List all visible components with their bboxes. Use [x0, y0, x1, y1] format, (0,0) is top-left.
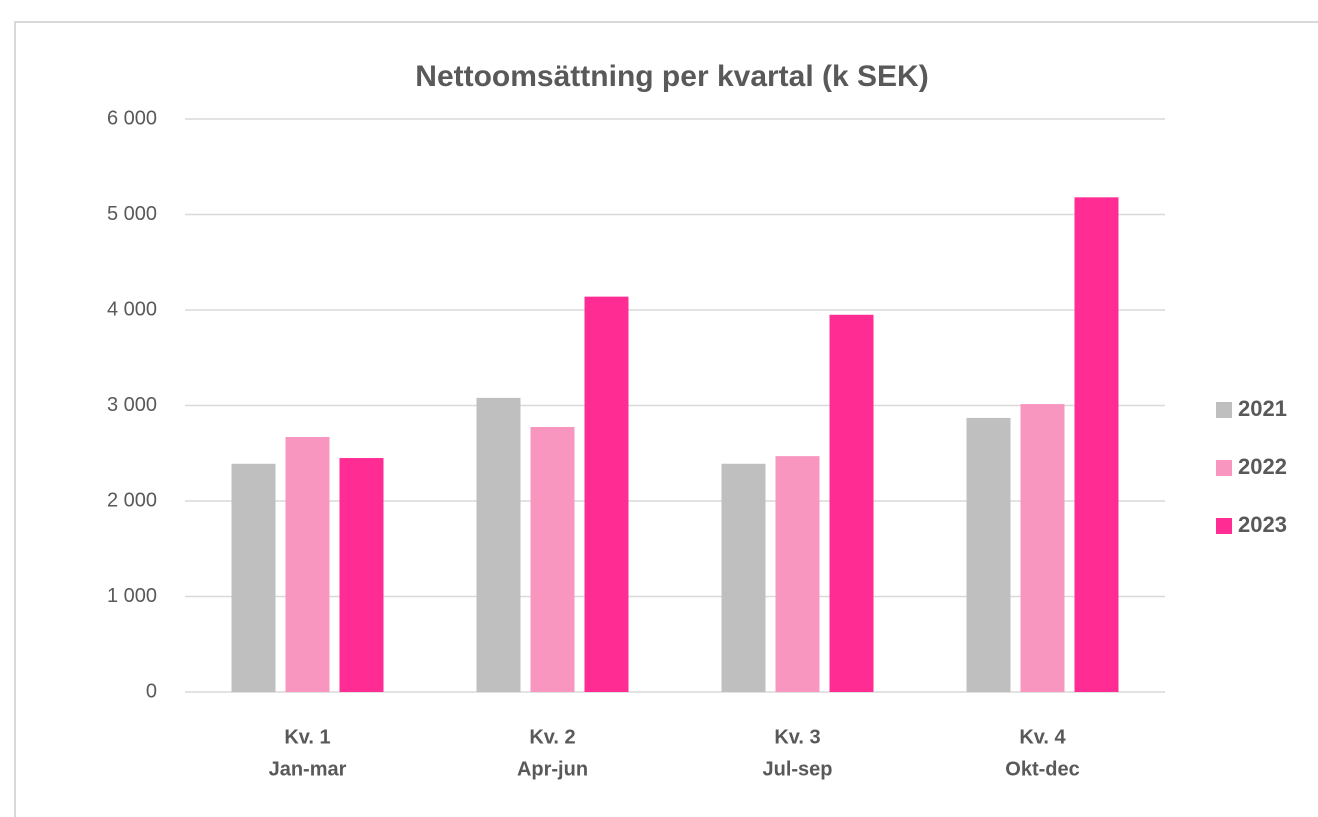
legend-swatch: [1216, 460, 1232, 476]
bar: [476, 397, 521, 692]
y-tick-label: 3 000: [107, 394, 157, 416]
y-tick-label: 2 000: [107, 489, 157, 511]
bar: [966, 417, 1011, 692]
x-tick-label: Apr-jun: [517, 758, 588, 780]
y-tick-label: 4 000: [107, 298, 157, 320]
bar: [285, 437, 330, 692]
chart-frame: [14, 21, 1318, 817]
bar: [231, 463, 276, 692]
legend-swatch: [1216, 518, 1232, 534]
x-tick-label: Kv. 3: [774, 726, 820, 748]
y-tick-label: 0: [146, 680, 157, 702]
x-tick-label: Kv. 4: [1019, 726, 1066, 748]
x-tick-label: Kv. 2: [529, 726, 575, 748]
y-tick-label: 1 000: [107, 585, 157, 607]
legend-label: 2022: [1238, 454, 1287, 479]
bar: [1020, 404, 1065, 692]
chart-title: Nettoomsättning per kvartal (k SEK): [415, 60, 928, 93]
bar: [721, 463, 766, 692]
x-tick-label: Jul-sep: [762, 758, 832, 780]
bar: [829, 314, 874, 692]
x-tick-label: Jan-mar: [269, 758, 347, 780]
legend-label: 2023: [1238, 512, 1287, 537]
x-tick-label: Okt-dec: [1005, 758, 1079, 780]
x-tick-label: Kv. 1: [284, 726, 330, 748]
bar: [775, 456, 820, 692]
bar: [530, 426, 575, 692]
y-tick-label: 6 000: [107, 107, 157, 129]
legend-label: 2021: [1238, 396, 1287, 421]
bar: [339, 458, 384, 692]
y-tick-label: 5 000: [107, 203, 157, 225]
bar: [584, 296, 629, 692]
bar: [1074, 197, 1119, 692]
legend-swatch: [1216, 402, 1232, 418]
